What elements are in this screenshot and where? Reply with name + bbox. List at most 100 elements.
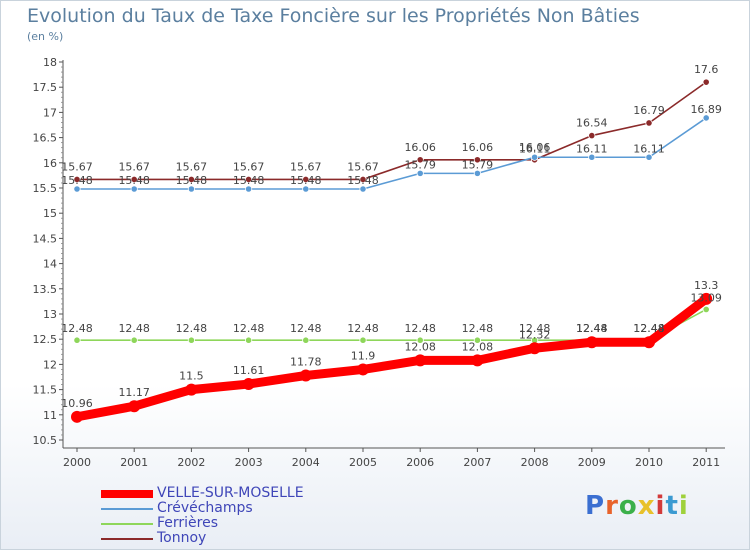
data-label: 16.79 [633,104,665,117]
x-tick-label: 2008 [521,456,549,469]
data-label: 15.48 [290,174,322,187]
data-label: 15.67 [61,160,93,173]
data-label: 16.11 [633,142,665,155]
y-tick-label: 13.5 [33,283,58,296]
data-point [416,336,424,344]
data-point [416,156,424,164]
data-label: 16.11 [519,142,551,155]
data-point [702,114,710,122]
y-tick-label: 16 [43,157,57,170]
y-tick-label: 11.5 [33,384,58,397]
series-line-0 [72,294,711,422]
data-label: 16.06 [519,141,551,154]
data-point [245,336,253,344]
y-tick-label: 17 [43,106,57,119]
x-tick-label: 2007 [463,456,491,469]
data-point [245,175,253,184]
data-point [359,185,367,193]
logo-letter: t [665,491,679,521]
data-label: 12.48 [290,322,322,335]
logo-letter: i [678,491,689,521]
legend-swatch [101,523,153,525]
data-point [187,175,195,184]
data-point [700,292,713,305]
data-point [530,153,539,161]
x-tick-label: 2011 [692,456,720,469]
data-label: 15.79 [404,158,436,171]
data-label: 12.48 [462,322,494,335]
data-label: 12.48 [61,322,93,335]
data-label: 15.67 [347,160,379,173]
legend-label: VELLE-SUR-MOSELLE [157,485,304,501]
data-point [702,78,710,86]
data-label: 15.79 [462,158,494,171]
x-tick-label: 2002 [177,456,205,469]
y-tick-label: 15 [43,207,57,220]
data-point [414,354,427,367]
data-point [416,169,424,177]
data-label: 13.09 [690,291,722,304]
series-line-1 [76,117,708,190]
y-tick-label: 11 [43,409,57,422]
data-point [585,336,598,349]
y-tick-label: 15.5 [33,182,58,195]
data-point [588,153,596,161]
data-label: 12.48 [233,322,265,335]
y-tick-label: 17.5 [33,81,58,94]
data-label: 12.08 [404,340,436,353]
data-label: 12.48 [347,322,379,335]
x-tick-label: 2009 [578,456,606,469]
x-tick-label: 2003 [235,456,263,469]
data-point [302,175,310,184]
data-label: 15.48 [233,174,265,187]
data-point [242,378,255,391]
data-label: 11.78 [290,355,322,368]
data-point [643,336,655,349]
chart-title: Evolution du Taux de Taxe Foncière sur l… [27,5,640,27]
y-tick-label: 16.5 [33,132,58,145]
data-label: 15.67 [233,160,265,173]
data-point [130,175,138,184]
data-point [473,336,481,344]
unit-label: (en %) [27,30,64,43]
legend-label: Crévéchamps [157,500,253,516]
data-point [130,185,138,193]
x-tick-label: 2000 [63,456,91,469]
x-tick-label: 2005 [349,456,377,469]
data-point [71,410,83,423]
data-point [245,185,253,193]
y-tick-label: 14.5 [33,232,58,245]
data-label: 12.44 [633,322,665,335]
data-label: 16.11 [576,142,608,155]
data-label: 12.48 [176,322,208,335]
data-label: 15.48 [176,174,208,187]
data-label: 11.61 [233,364,265,377]
x-tick-label: 2006 [406,456,434,469]
data-point [299,369,312,382]
y-tick-label: 10.5 [33,434,58,447]
data-label: 13.3 [694,279,719,292]
data-point [645,153,653,161]
data-label: 15.67 [176,160,208,173]
series-line-3 [76,81,708,181]
proxiti-logo: Proxiti [585,491,689,521]
data-point [73,175,81,184]
y-tick-label: 12 [43,358,57,371]
data-label: 15.67 [290,160,322,173]
data-point [73,336,81,344]
data-label: 16.06 [462,141,494,154]
x-tick-label: 2010 [635,456,663,469]
data-label: 11.17 [118,386,150,399]
data-label: 17.6 [694,63,719,76]
data-label: 12.08 [462,340,494,353]
data-point [359,175,367,184]
data-label: 16.54 [576,117,608,130]
data-label: 12.48 [404,322,436,335]
data-label: 11.9 [351,349,376,362]
y-tick-label: 13 [43,308,57,321]
data-point [702,305,710,314]
data-label: 16.89 [690,103,722,116]
data-point [645,119,653,127]
